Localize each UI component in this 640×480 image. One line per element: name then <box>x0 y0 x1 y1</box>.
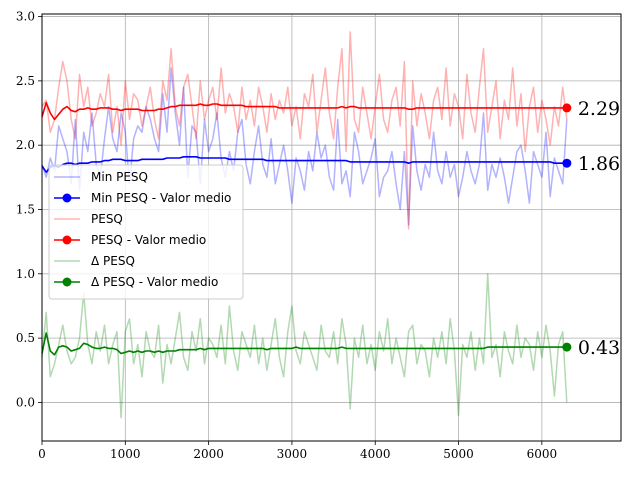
series-line-pesq-valor-medio <box>41 101 567 121</box>
legend-label: Δ PESQ - Valor medio <box>91 275 218 289</box>
end-value-label: 2.29 <box>578 98 620 120</box>
legend: Min PESQ Min PESQ - Valor medio PESQ PESQ -… <box>48 164 244 300</box>
legend-swatch-marker <box>62 235 72 245</box>
x-tick-label: 2000 <box>193 447 224 461</box>
x-tick-label: 6000 <box>527 447 558 461</box>
x-tick-label: 5000 <box>443 447 474 461</box>
y-tick-label: 2.5 <box>16 74 35 88</box>
y-tick-label: 2.0 <box>16 138 35 152</box>
legend-box <box>48 164 244 300</box>
legend-label: PESQ - Valor medio <box>91 233 206 247</box>
y-tick-label: 1.5 <box>16 202 35 216</box>
y-tick-label: 0.5 <box>16 331 35 345</box>
end-marker-min-pesq-valor-medio <box>562 158 572 168</box>
legend-entry: Min PESQ - Valor medio <box>54 191 231 205</box>
y-tick-label: 3.0 <box>16 10 35 24</box>
legend-entry: Δ PESQ - Valor medio <box>54 275 218 289</box>
legend-swatch-marker <box>62 193 72 203</box>
series-layer <box>41 31 568 419</box>
x-tick-label: 0 <box>38 447 46 461</box>
x-tick-label: 4000 <box>360 447 391 461</box>
y-tick-label: 1.0 <box>16 267 35 281</box>
x-tick-label: 3000 <box>277 447 308 461</box>
series-line-delta-pesq <box>41 273 568 419</box>
y-tick-label: 0.0 <box>16 395 35 409</box>
legend-entry: PESQ <box>54 212 123 226</box>
y-axis: 0.0 0.5 1.0 1.5 2.0 2.5 3.0 <box>16 10 42 409</box>
legend-label: PESQ <box>91 212 123 226</box>
end-marker-delta-pesq-valor-medio <box>562 342 572 352</box>
series-line-delta-pesq-valor-medio <box>41 332 567 356</box>
end-marker-pesq-valor-medio <box>562 103 572 113</box>
series-line-min-pesq-valor-medio <box>41 156 567 173</box>
legend-label: Δ PESQ <box>91 254 135 268</box>
x-tick-label: 1000 <box>110 447 141 461</box>
legend-swatch-marker <box>62 277 72 287</box>
end-value-label: 1.86 <box>578 153 620 175</box>
series-line-pesq <box>41 31 568 230</box>
plot-frame <box>41 13 622 442</box>
legend-label: Min PESQ <box>91 170 148 184</box>
x-axis: 0 1000 2000 3000 4000 5000 6000 <box>38 441 557 461</box>
legend-entry: Min PESQ <box>54 170 148 184</box>
legend-entry: Δ PESQ <box>54 254 135 268</box>
legend-label: Min PESQ - Valor medio <box>91 191 231 205</box>
end-labels: 1.86 2.29 0.43 <box>562 98 620 359</box>
end-value-label: 0.43 <box>578 337 620 359</box>
legend-entry: PESQ - Valor medio <box>54 233 206 247</box>
